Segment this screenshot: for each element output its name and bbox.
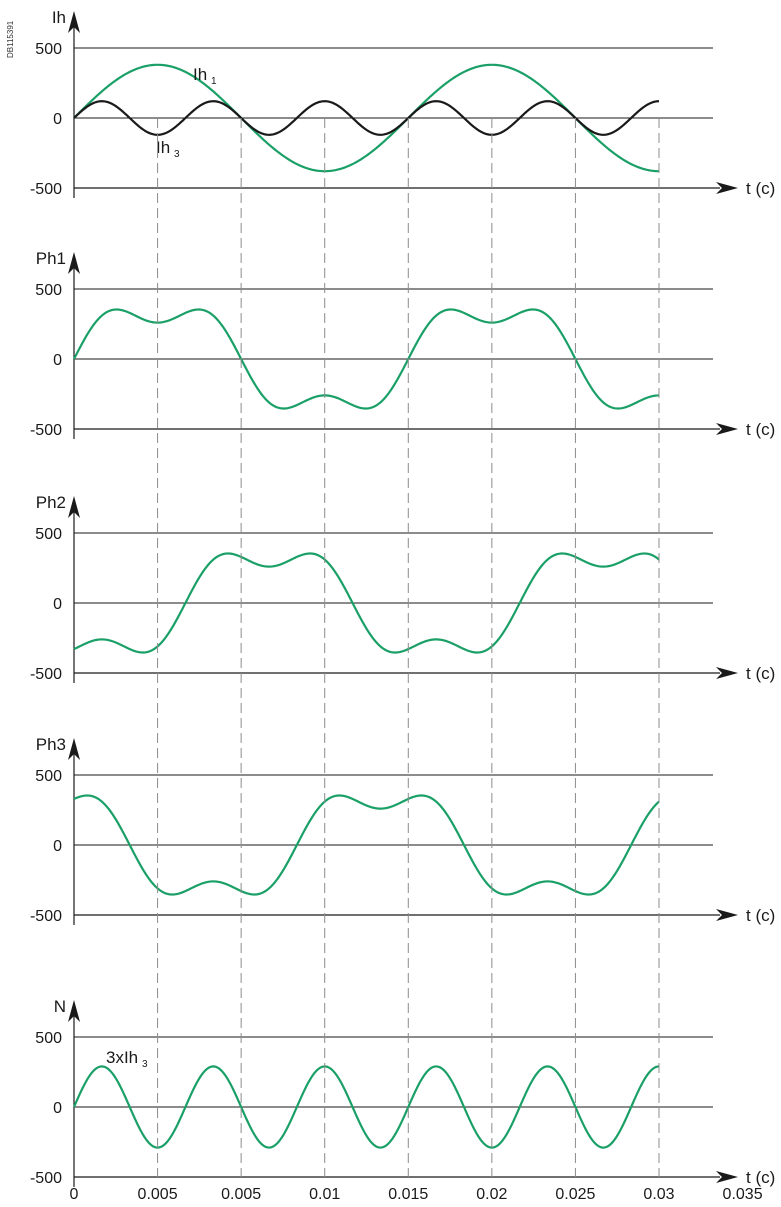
series-ph1	[73, 308, 660, 410]
x-tick-label: 0.005	[138, 1186, 178, 1203]
x-axis-arrow	[716, 909, 738, 921]
y-axis-label: Ih	[52, 8, 66, 27]
series-ih3	[73, 100, 660, 136]
x-axis-label: t (c)	[746, 420, 775, 439]
y-axis-arrow	[68, 738, 80, 760]
panel-ph3: Ph3 t (c) 500 0 -500	[30, 735, 775, 925]
series-label-ih1: Ih	[193, 65, 207, 84]
y-axis-arrow	[68, 11, 80, 33]
y-tick-label: 500	[35, 768, 62, 785]
y-axis-label: Ph2	[36, 493, 66, 512]
x-axis-arrow	[716, 1171, 738, 1183]
series-label-3xih3: 3xIh	[106, 1048, 138, 1067]
figure-code: DB115391	[6, 20, 15, 58]
y-tick-label: -500	[30, 181, 62, 198]
vertical-guide-lines	[157, 118, 660, 1177]
x-tick-labels: 0 0.005 0.005 0.01 0.015 0.02 0.025 0.03 0.035	[70, 1186, 763, 1203]
x-tick-label: 0.035	[723, 1186, 763, 1203]
x-tick-label: 0.02	[476, 1186, 507, 1203]
x-axis-arrow	[716, 182, 738, 194]
x-tick-label: 0.005	[221, 1186, 261, 1203]
y-axis-label: Ph3	[36, 735, 66, 754]
x-axis-label: t (c)	[746, 179, 775, 198]
x-axis-label: t (c)	[746, 906, 775, 925]
y-axis-arrow	[68, 1000, 80, 1022]
y-axis-arrow	[68, 496, 80, 518]
series-ph3	[73, 794, 660, 896]
y-axis-label: N	[54, 997, 66, 1016]
y-tick-label: 500	[35, 282, 62, 299]
x-axis-label: t (c)	[746, 664, 775, 683]
y-tick-label: 0	[53, 111, 62, 128]
series-label-ih1-sub: 1	[211, 76, 217, 87]
y-tick-label: -500	[30, 908, 62, 925]
x-tick-label: 0	[70, 1186, 79, 1203]
y-axis-label: Ph1	[36, 249, 66, 268]
series-ih1	[73, 63, 660, 173]
y-tick-label: 0	[53, 838, 62, 855]
series-ph2	[73, 552, 660, 654]
series-label-ih3: Ih	[156, 138, 170, 157]
y-axis-arrow	[68, 252, 80, 274]
x-axis-arrow	[716, 667, 738, 679]
series-label-ih3-sub: 3	[174, 149, 180, 160]
series-label-3xih3-sub: 3	[142, 1059, 148, 1070]
y-tick-label: 500	[35, 1030, 62, 1047]
x-tick-label: 0.01	[309, 1186, 340, 1203]
y-tick-label: -500	[30, 666, 62, 683]
x-axis-label: t (c)	[746, 1168, 775, 1187]
y-tick-label: 0	[53, 1100, 62, 1117]
panel-ih: Ih t (c) 500 0 -500 Ih 1 Ih 3	[30, 8, 775, 198]
panel-ph2: Ph2 t (c) 500 0 -500	[30, 493, 775, 683]
y-tick-label: 0	[53, 352, 62, 369]
x-tick-label: 0.015	[388, 1186, 428, 1203]
y-tick-label: -500	[30, 1170, 62, 1187]
x-tick-label: 0.03	[643, 1186, 674, 1203]
panel-ph1: Ph1 t (c) 500 0 -500	[30, 249, 775, 439]
x-axis-arrow	[716, 423, 738, 435]
y-tick-label: 500	[35, 41, 62, 58]
series-neutral	[72, 1065, 660, 1149]
x-tick-label: 0.025	[555, 1186, 595, 1203]
y-tick-label: 0	[53, 596, 62, 613]
y-tick-label: -500	[30, 422, 62, 439]
y-tick-label: 500	[35, 526, 62, 543]
panel-n: Nt (c) 500 0 -500 3xIh 3	[30, 997, 775, 1187]
